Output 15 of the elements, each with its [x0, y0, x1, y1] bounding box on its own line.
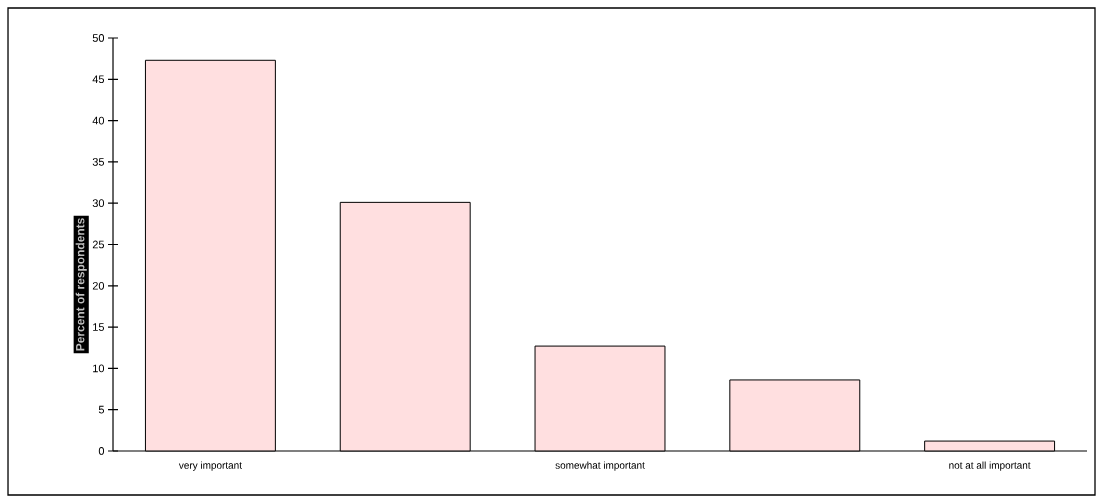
- y-tick-label: 10: [93, 364, 105, 373]
- y-tick-label: 25: [92, 240, 105, 249]
- y-tick-label: 40: [92, 116, 105, 125]
- y-tick-label: 45: [92, 75, 105, 84]
- y-tick-label: 5: [98, 405, 105, 414]
- y-tick-label: 0: [98, 447, 105, 455]
- x-tick-label: somewhat important: [555, 461, 645, 471]
- y-tick-label: 15: [93, 323, 105, 331]
- y-tick-label: 20: [92, 281, 105, 290]
- y-tick-label: 30: [92, 199, 105, 208]
- y-tick-label: 50: [92, 34, 105, 42]
- x-tick-label: not at all important: [949, 461, 1031, 471]
- x-tick-label: very important: [178, 461, 242, 471]
- y-tick-label: 35: [92, 158, 105, 166]
- y-axis-title: Percent of respondents: [75, 218, 87, 351]
